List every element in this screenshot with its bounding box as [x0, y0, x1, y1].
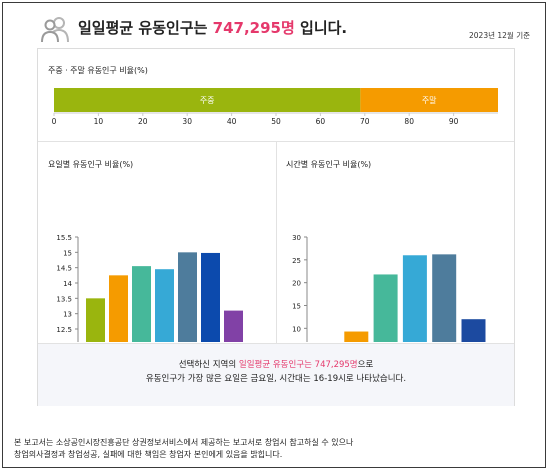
y-tick-label-6: 14 — [63, 280, 72, 288]
bar-2 — [132, 266, 151, 342]
bar-1 — [344, 331, 369, 342]
page-title: 일일평균 유동인구는 747,295명 입니다. — [78, 17, 347, 38]
y-tick-label-4: 13 — [63, 311, 72, 319]
x-tick-label-0: 0 — [52, 117, 57, 126]
bar-1 — [109, 275, 128, 342]
y-tick-label-6: 30 — [292, 234, 301, 242]
weekday-weekend-title: 주중ㆍ주말 유동인구 비율(%) — [48, 66, 148, 75]
weekday-weekend-chart: 주중 주말 0 10 20 30 40 50 60 70 80 90 — [52, 88, 498, 126]
bar-6 — [224, 310, 243, 342]
summary-line-1: 선택하신 지역의 일일평균 유동인구는 747,295명으로 — [38, 358, 514, 370]
x-tick-label-6: 60 — [316, 117, 326, 126]
y-tick-label-3: 12.5 — [56, 326, 72, 334]
x-tick-label-8: 80 — [404, 117, 414, 126]
y-tick-label-8: 15 — [63, 249, 72, 257]
bar-4 — [178, 252, 197, 342]
bar-3 — [155, 269, 174, 342]
stats-panel: 주중ㆍ주말 유동인구 비율(%) 주중 주말 0 10 20 30 40 50 60 70 80 90… — [37, 48, 515, 406]
x-tick-label-1: 10 — [94, 117, 104, 126]
title-suffix: 입니다. — [300, 19, 348, 37]
chart-divider — [276, 141, 277, 343]
time-of-day-chart: 05101520253000-0304-0708-1112-1516-1920-… — [292, 234, 486, 342]
y-tick-label-4: 20 — [292, 280, 301, 288]
bar-2 — [373, 274, 398, 342]
people-icon — [41, 17, 69, 43]
disclaimer-line-1: 본 보고서는 소상공인시장진흥공단 상권정보서비스에서 제공하는 보고서로 창업… — [14, 438, 354, 447]
y-tick-label-9: 15.5 — [56, 234, 72, 242]
summary-prefix: 선택하신 지역의 — [178, 360, 237, 370]
x-tick-label-2: 20 — [138, 117, 148, 126]
title-prefix: 일일평균 유동인구는 — [78, 19, 208, 37]
segment-label-0: 주중 — [200, 96, 215, 105]
summary-line-2: 유동인구가 가장 많은 요일은 금요일, 시간대는 16-19시로 나타났습니다… — [145, 374, 407, 384]
bar-4 — [432, 254, 457, 342]
bar-3 — [402, 255, 427, 342]
x-tick-label-3: 30 — [182, 117, 192, 126]
day-chart-title: 요일별 유동인구 비율(%) — [48, 160, 134, 169]
segment-0 — [54, 88, 361, 112]
bar-5 — [461, 319, 486, 342]
x-tick-label-9: 90 — [449, 117, 459, 126]
summary-suffix: 으로 — [357, 360, 374, 370]
y-tick-label-7: 14.5 — [56, 265, 72, 273]
segment-1 — [360, 88, 498, 112]
bar-0 — [86, 298, 105, 342]
time-chart-title: 시간별 유동인구 비율(%) — [286, 160, 372, 169]
y-tick-label-3: 15 — [292, 303, 301, 311]
summary-box: 선택하신 지역의 일일평균 유동인구는 747,295명으로 유동인구가 가장 … — [38, 343, 514, 406]
y-tick-label-2: 12 — [63, 341, 72, 342]
title-value: 747,295명 — [212, 19, 295, 37]
date-note: 2023년 12월 기준 — [469, 31, 530, 40]
y-tick-label-5: 25 — [292, 257, 301, 265]
bar-5 — [201, 252, 220, 342]
x-tick-label-4: 40 — [227, 117, 237, 126]
report-header: 일일평균 유동인구는 747,295명 입니다. 2023년 12월 기준 — [40, 12, 530, 46]
y-tick-label-5: 13.5 — [56, 295, 72, 303]
x-tick-label-5: 50 — [271, 117, 281, 126]
y-tick-label-2: 10 — [292, 325, 301, 333]
disclaimer-line-2: 창업의사결정과 창업성공, 실패에 대한 책임은 창업자 본인에게 있음을 밝힙… — [14, 450, 283, 459]
x-tick-label-7: 70 — [360, 117, 370, 126]
segment-label-1: 주말 — [422, 96, 437, 105]
disclaimer: 본 보고서는 소상공인시장진흥공단 상권정보서비스에서 제공하는 보고서로 창업… — [14, 437, 353, 461]
summary-highlight: 일일평균 유동인구는 747,295명 — [238, 360, 358, 370]
